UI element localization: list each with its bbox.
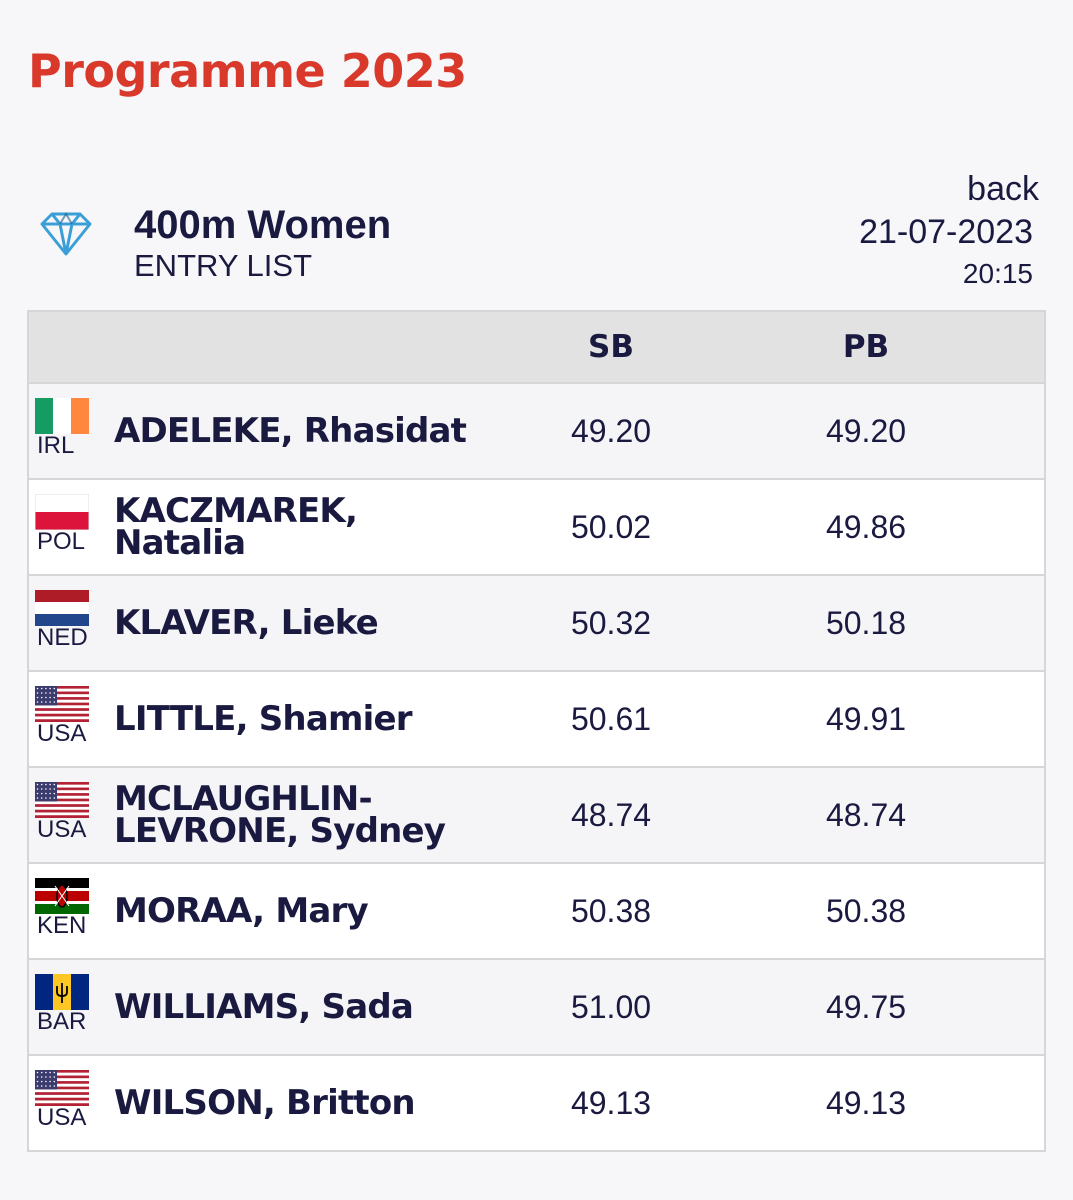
flag-icon <box>35 398 89 434</box>
country-code: POL <box>37 528 86 555</box>
table-row[interactable]: POL KACZMAREK, Natalia 50.02 49.86 <box>29 480 1044 576</box>
flag-icon <box>35 878 89 914</box>
personal-best: 49.75 <box>825 989 907 1025</box>
flag-usa-icon <box>35 782 91 818</box>
flag-pol-icon <box>35 494 91 530</box>
country-code: USA <box>37 720 87 747</box>
season-best: 48.74 <box>570 797 652 833</box>
season-best: 50.32 <box>570 605 652 641</box>
table-row[interactable]: USA WILSON, Britton 49.13 49.13 <box>29 1056 1044 1150</box>
event-date: 21-07-2023 <box>859 213 1033 251</box>
back-link[interactable]: back <box>967 170 1039 208</box>
table-row[interactable]: NED KLAVER, Lieke 50.32 50.18 <box>29 576 1044 672</box>
personal-best: 49.20 <box>825 413 907 449</box>
flag-bar-icon <box>35 974 91 1010</box>
table-row[interactable]: USA MCLAUGHLIN-LEVRONE, Sydney 48.74 48.74 <box>29 768 1044 864</box>
personal-best: 49.91 <box>825 701 907 737</box>
flag-irl-icon <box>35 398 91 434</box>
personal-best: 48.74 <box>825 797 907 833</box>
flag-icon <box>35 686 89 722</box>
column-header-pb: PB <box>842 329 890 365</box>
flag-usa-icon <box>35 1070 91 1106</box>
personal-best: 50.18 <box>825 605 907 641</box>
athlete-name[interactable]: KLAVER, Lieke <box>114 603 379 643</box>
athlete-name[interactable]: LITTLE, Shamier <box>114 699 412 739</box>
athlete-name[interactable]: MCLAUGHLIN-LEVRONE, Sydney <box>114 779 446 851</box>
page-title: Programme 2023 <box>28 44 467 98</box>
flag-icon <box>35 494 89 530</box>
season-best: 50.61 <box>570 701 652 737</box>
flag-icon <box>35 974 89 1010</box>
flag-icon <box>35 590 89 626</box>
event-time: 20:15 <box>962 258 1033 289</box>
country-code: BAR <box>37 1008 87 1035</box>
country-code: IRL <box>37 432 75 459</box>
flag-icon <box>35 782 89 818</box>
table-body: IRL ADELEKE, Rhasidat 49.20 49.20 POL KACZMAR… <box>29 384 1044 1150</box>
season-best: 51.00 <box>570 989 652 1025</box>
flag-usa-icon <box>35 686 91 722</box>
country-code: KEN <box>37 912 87 939</box>
country-code: USA <box>37 1104 87 1131</box>
flag-icon <box>35 1070 89 1106</box>
table-row[interactable]: IRL ADELEKE, Rhasidat 49.20 49.20 <box>29 384 1044 480</box>
personal-best: 49.13 <box>825 1085 907 1121</box>
table-header: SB PB <box>29 312 1044 384</box>
athlete-name[interactable]: ADELEKE, Rhasidat <box>114 411 467 451</box>
athlete-name[interactable]: MORAA, Mary <box>114 891 369 931</box>
entry-table: SB PB IRL ADELEKE, Rhasidat 49.20 49.20 POL K… <box>27 310 1046 1152</box>
country-code: NED <box>37 624 88 651</box>
season-best: 49.13 <box>570 1085 652 1121</box>
flag-ken-icon <box>35 878 91 914</box>
personal-best: 49.86 <box>825 509 907 545</box>
athlete-name[interactable]: KACZMAREK, Natalia <box>114 491 358 563</box>
table-row[interactable]: USA LITTLE, Shamier 50.61 49.91 <box>29 672 1044 768</box>
flag-ned-icon <box>35 590 91 626</box>
diamond-icon <box>40 212 92 256</box>
table-row[interactable]: KEN MORAA, Mary 50.38 50.38 <box>29 864 1044 960</box>
country-code: USA <box>37 816 87 843</box>
column-header-sb: SB <box>588 329 634 365</box>
event-subtitle: ENTRY LIST <box>134 248 313 283</box>
athlete-name[interactable]: WILSON, Britton <box>114 1083 416 1123</box>
season-best: 49.20 <box>570 413 652 449</box>
athlete-name[interactable]: WILLIAMS, Sada <box>114 987 414 1027</box>
personal-best: 50.38 <box>825 893 907 929</box>
event-name: 400m Women <box>134 203 392 247</box>
season-best: 50.38 <box>570 893 652 929</box>
season-best: 50.02 <box>570 509 652 545</box>
table-row[interactable]: BAR WILLIAMS, Sada 51.00 49.75 <box>29 960 1044 1056</box>
